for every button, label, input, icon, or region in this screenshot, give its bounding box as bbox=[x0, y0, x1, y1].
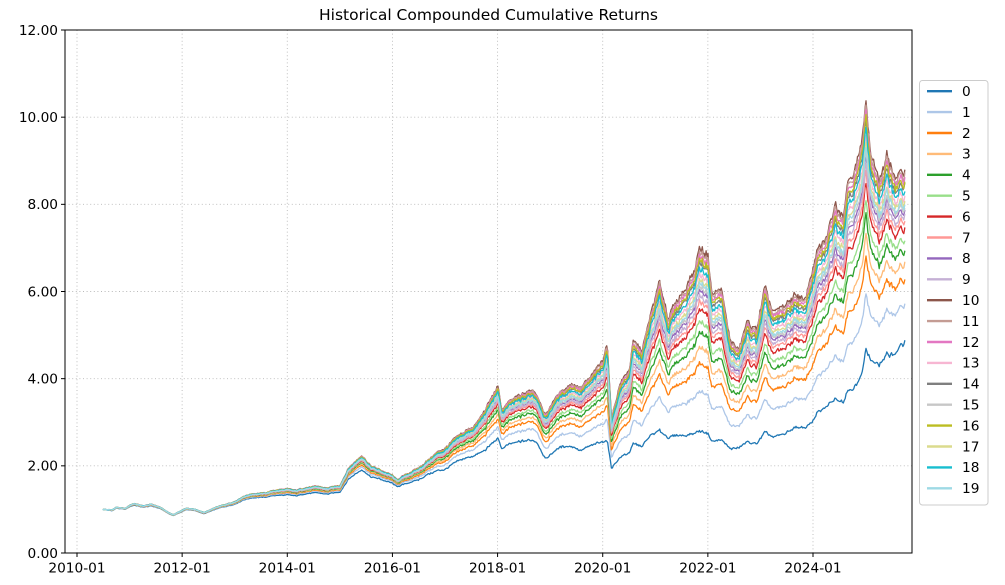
x-axis-tick-label: 2024-01 bbox=[784, 561, 841, 577]
legend-label-8: 8 bbox=[962, 251, 971, 267]
y-axis-tick-label: 10.00 bbox=[19, 110, 58, 126]
legend-label-5: 5 bbox=[962, 189, 971, 205]
axes-layer: 2010-01 2012-01 2014-01 2016-01 2018-01 2020-… bbox=[19, 23, 913, 577]
chart-title: Historical Compounded Cumulative Returns bbox=[319, 6, 658, 24]
legend-box bbox=[919, 80, 989, 506]
series-line-17 bbox=[102, 141, 906, 516]
series-line-7 bbox=[102, 169, 906, 516]
series-line-13 bbox=[102, 134, 906, 516]
series-line-12 bbox=[102, 109, 906, 516]
series-line-3 bbox=[102, 232, 906, 516]
x-axis-tick-label: 2016-01 bbox=[364, 561, 421, 577]
y-axis-tick-label: 4.00 bbox=[28, 371, 58, 387]
legend-label-3: 3 bbox=[962, 147, 971, 163]
y-axis-tick-label: 12.00 bbox=[19, 23, 58, 39]
legend-label-6: 6 bbox=[962, 209, 971, 225]
series-line-9 bbox=[102, 162, 906, 516]
legend-label-10: 10 bbox=[962, 293, 979, 309]
series-layer bbox=[102, 100, 906, 517]
x-axis-tick-label: 2018-01 bbox=[469, 561, 526, 577]
series-line-4 bbox=[102, 212, 906, 516]
legend-label-1: 1 bbox=[962, 105, 971, 121]
legend-label-17: 17 bbox=[962, 439, 979, 455]
series-line-18 bbox=[102, 126, 906, 516]
legend-label-11: 11 bbox=[962, 314, 979, 330]
y-axis-tick-label: 2.00 bbox=[28, 459, 58, 475]
legend-label-15: 15 bbox=[962, 398, 979, 414]
x-axis-tick-label: 2020-01 bbox=[574, 561, 631, 577]
series-line-6 bbox=[102, 182, 906, 516]
legend-label-9: 9 bbox=[962, 272, 971, 288]
series-line-14 bbox=[102, 120, 906, 516]
legend-label-13: 13 bbox=[962, 356, 979, 372]
series-line-19 bbox=[102, 146, 906, 516]
y-axis-tick-label: 6.00 bbox=[28, 284, 58, 300]
series-line-11 bbox=[102, 104, 906, 516]
x-axis-tick-label: 2014-01 bbox=[259, 561, 316, 577]
x-axis-tick-label: 2022-01 bbox=[679, 561, 736, 577]
x-axis-tick-label: 2010-01 bbox=[48, 561, 105, 577]
plot-border bbox=[64, 29, 913, 554]
y-axis-tick-label: 8.00 bbox=[28, 197, 58, 213]
legend-label-2: 2 bbox=[962, 126, 971, 142]
x-axis-tick-label: 2012-01 bbox=[154, 561, 211, 577]
legend-label-19: 19 bbox=[962, 481, 979, 497]
legend-label-12: 12 bbox=[962, 335, 979, 351]
series-line-10 bbox=[102, 100, 906, 516]
series-line-15 bbox=[102, 150, 906, 516]
y-axis-tick-label: 0.00 bbox=[28, 546, 58, 562]
series-line-16 bbox=[102, 113, 906, 516]
legend-label-7: 7 bbox=[962, 230, 971, 246]
series-line-2 bbox=[102, 255, 906, 516]
series-line-5 bbox=[102, 200, 906, 516]
legend-label-14: 14 bbox=[962, 377, 979, 393]
legend-label-0: 0 bbox=[962, 84, 971, 100]
legend-label-16: 16 bbox=[962, 418, 979, 434]
series-line-8 bbox=[102, 156, 906, 516]
legend-label-4: 4 bbox=[962, 168, 971, 184]
legend-label-18: 18 bbox=[962, 460, 979, 476]
grid-layer bbox=[65, 29, 912, 554]
